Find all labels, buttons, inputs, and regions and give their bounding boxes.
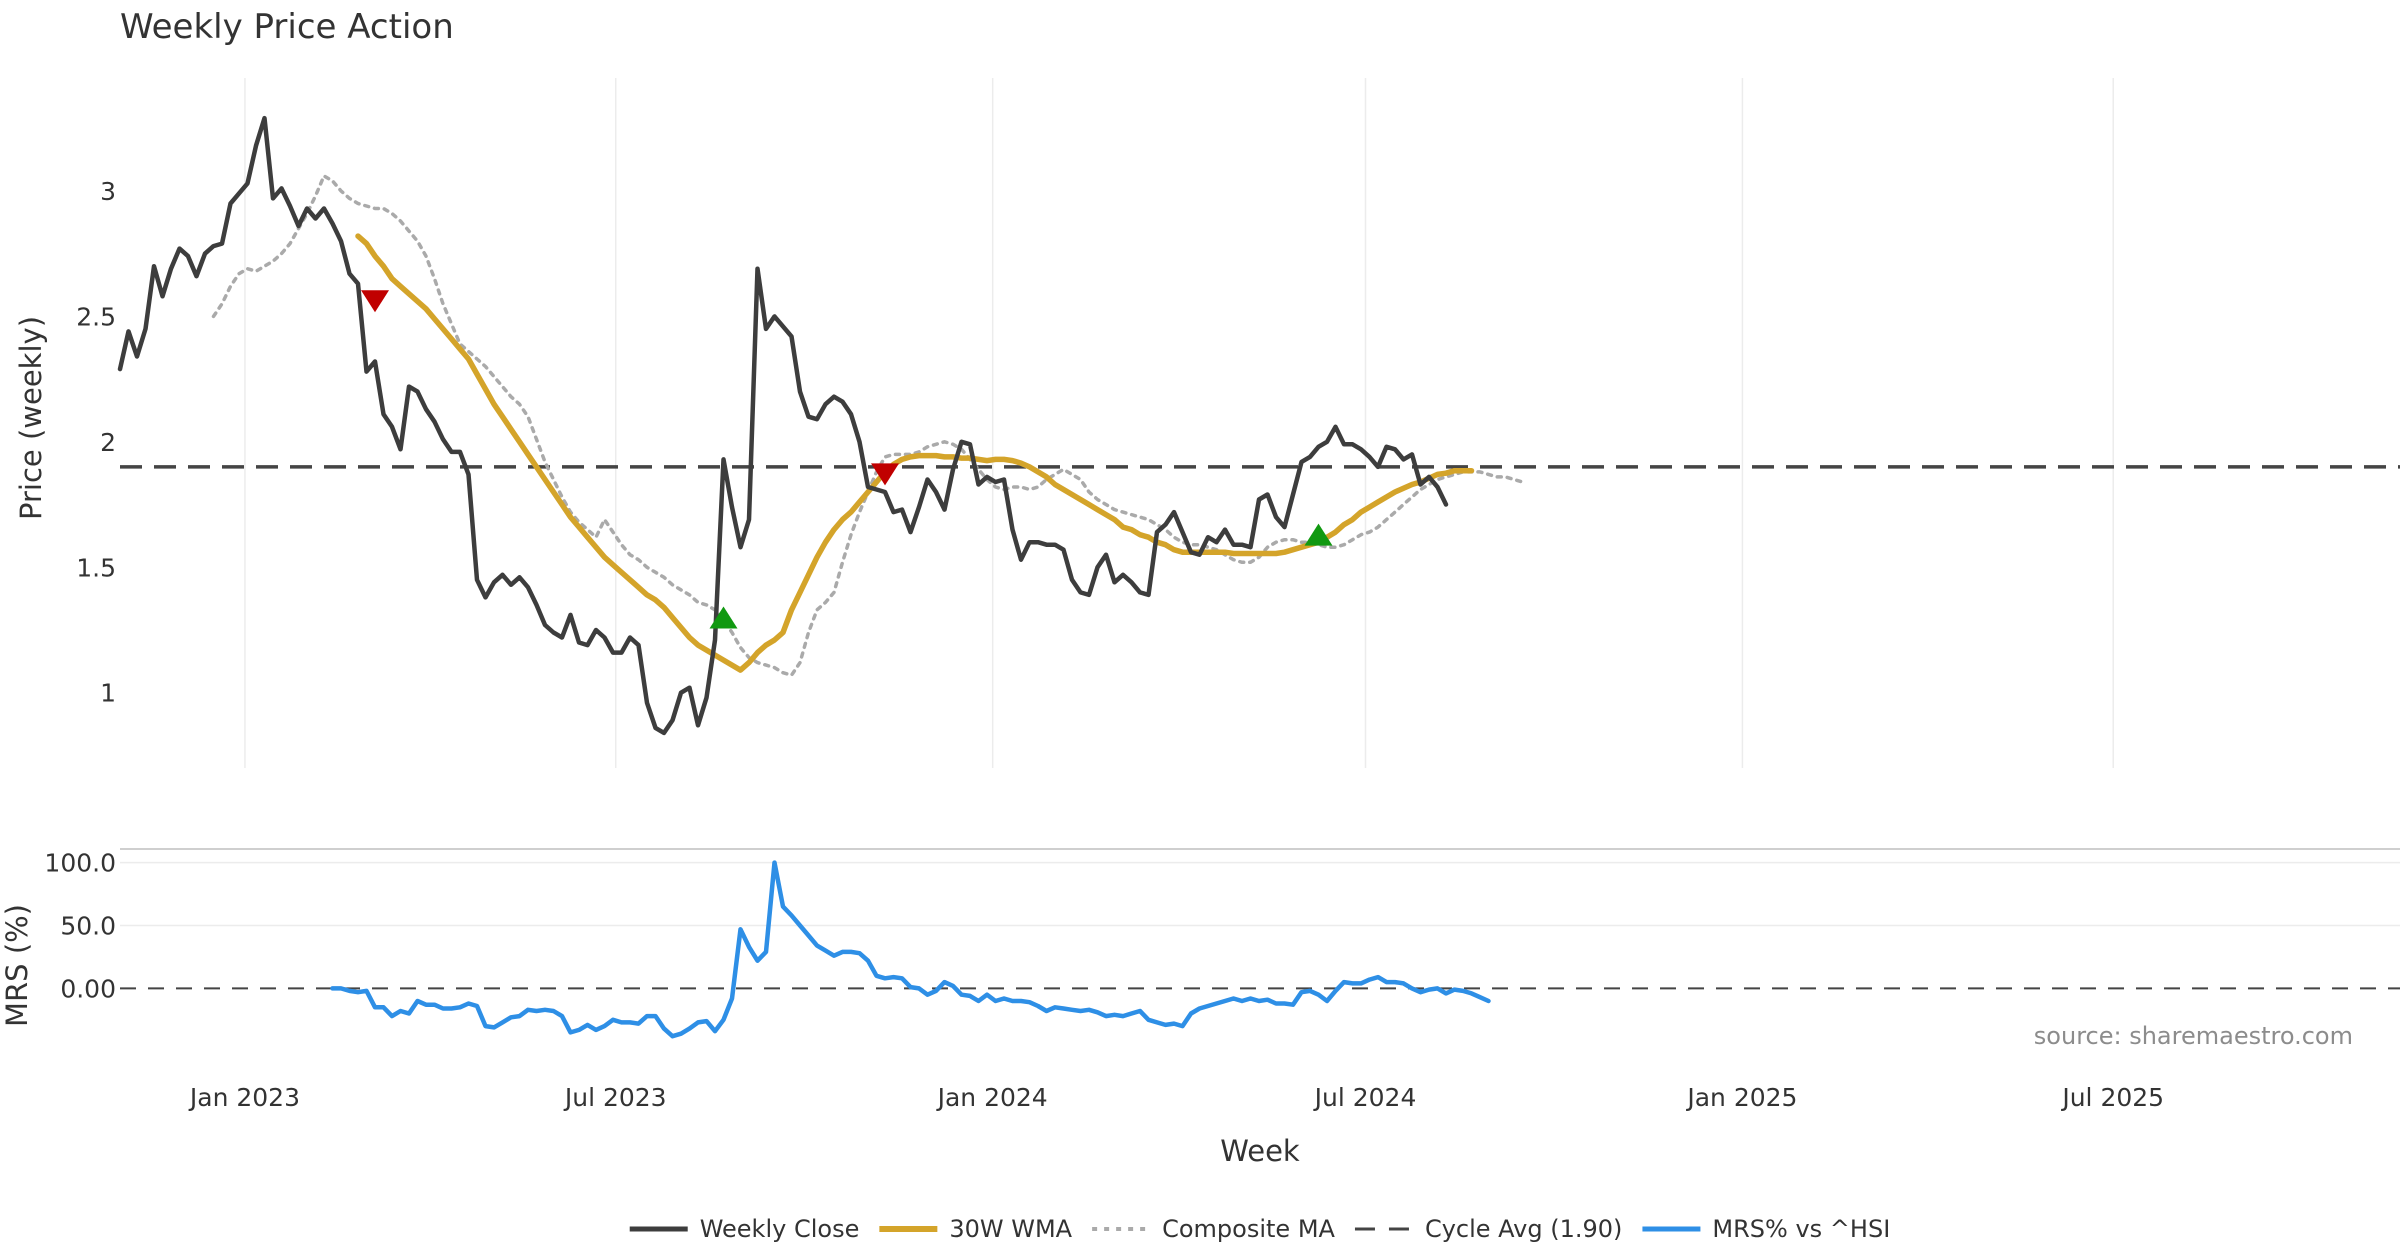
mrs-grid — [120, 861, 2400, 927]
weekly-close-line — [117, 115, 1449, 736]
price-y-tick-label: 1.5 — [76, 553, 116, 582]
mrs-y-axis-label: MRS (%) — [0, 904, 34, 1027]
mrs-y-tick-label: 0.00 — [60, 974, 116, 1003]
price-panel: 1 1.5 2 2.5 3 Price (weekly) — [14, 78, 2400, 768]
price-series — [117, 115, 2400, 736]
price-y-tick-label: 1 — [100, 679, 116, 708]
chart-title: Weekly Price Action — [120, 7, 454, 47]
price-y-tick-label: 2 — [100, 428, 116, 457]
x-tick-label: Jul 2025 — [2060, 1083, 2164, 1112]
30w-wma-line — [355, 233, 1475, 673]
sell-signal-marker — [361, 290, 389, 313]
composite-ma-line — [211, 174, 1525, 677]
price-y-axis-label: Price (weekly) — [14, 316, 48, 520]
buy-signal-marker — [709, 606, 738, 629]
legend-composite-ma: Composite MA — [1092, 1215, 1336, 1243]
legend-30w-wma: 30W WMA — [879, 1215, 1073, 1243]
legend-label: Composite MA — [1162, 1215, 1335, 1243]
price-y-ticks: 1 1.5 2 2.5 3 — [76, 177, 116, 708]
x-tick-label: Jan 2024 — [936, 1083, 1048, 1112]
mrs-series — [120, 860, 2400, 1039]
mrs-y-tick-label: 100.0 — [44, 849, 116, 878]
sell-signal-marker — [871, 463, 899, 486]
legend-cycle-avg: Cycle Avg (1.90) — [1354, 1215, 1622, 1243]
x-axis-ticks: Jan 2023 Jul 2023 Jan 2024 Jul 2024 Jan 2025… — [188, 1083, 2164, 1112]
x-tick-label: Jul 2023 — [563, 1083, 667, 1112]
legend: Weekly Close 30W WMA Composite MA Cycle Avg… — [629, 1215, 1890, 1243]
legend-label: 30W WMA — [949, 1215, 1072, 1243]
mrs-line — [330, 860, 1491, 1039]
x-axis-label: Week — [1220, 1134, 1300, 1168]
legend-mrs: MRS% vs ^HSI — [1642, 1215, 1890, 1243]
price-y-tick-label: 3 — [100, 177, 116, 206]
price-y-tick-label: 2.5 — [76, 302, 116, 331]
price-grid — [244, 78, 2114, 768]
x-tick-label: Jul 2024 — [1313, 1083, 1417, 1112]
legend-label: Weekly Close — [700, 1215, 860, 1243]
legend-label: MRS% vs ^HSI — [1712, 1215, 1890, 1243]
x-tick-label: Jan 2023 — [188, 1083, 300, 1112]
mrs-y-tick-label: 50.0 — [60, 911, 116, 940]
source-annotation: source: sharemaestro.com — [2034, 1022, 2353, 1050]
legend-label: Cycle Avg (1.90) — [1425, 1215, 1622, 1243]
legend-weekly-close: Weekly Close — [629, 1215, 860, 1243]
mrs-panel: 0.00 50.0 100.0 MRS (%) — [0, 849, 2400, 1039]
mrs-y-ticks: 0.00 50.0 100.0 — [44, 849, 116, 1004]
price-signals — [361, 290, 1333, 629]
x-tick-label: Jan 2025 — [1685, 1083, 1797, 1112]
buy-signal-marker — [1304, 523, 1333, 546]
